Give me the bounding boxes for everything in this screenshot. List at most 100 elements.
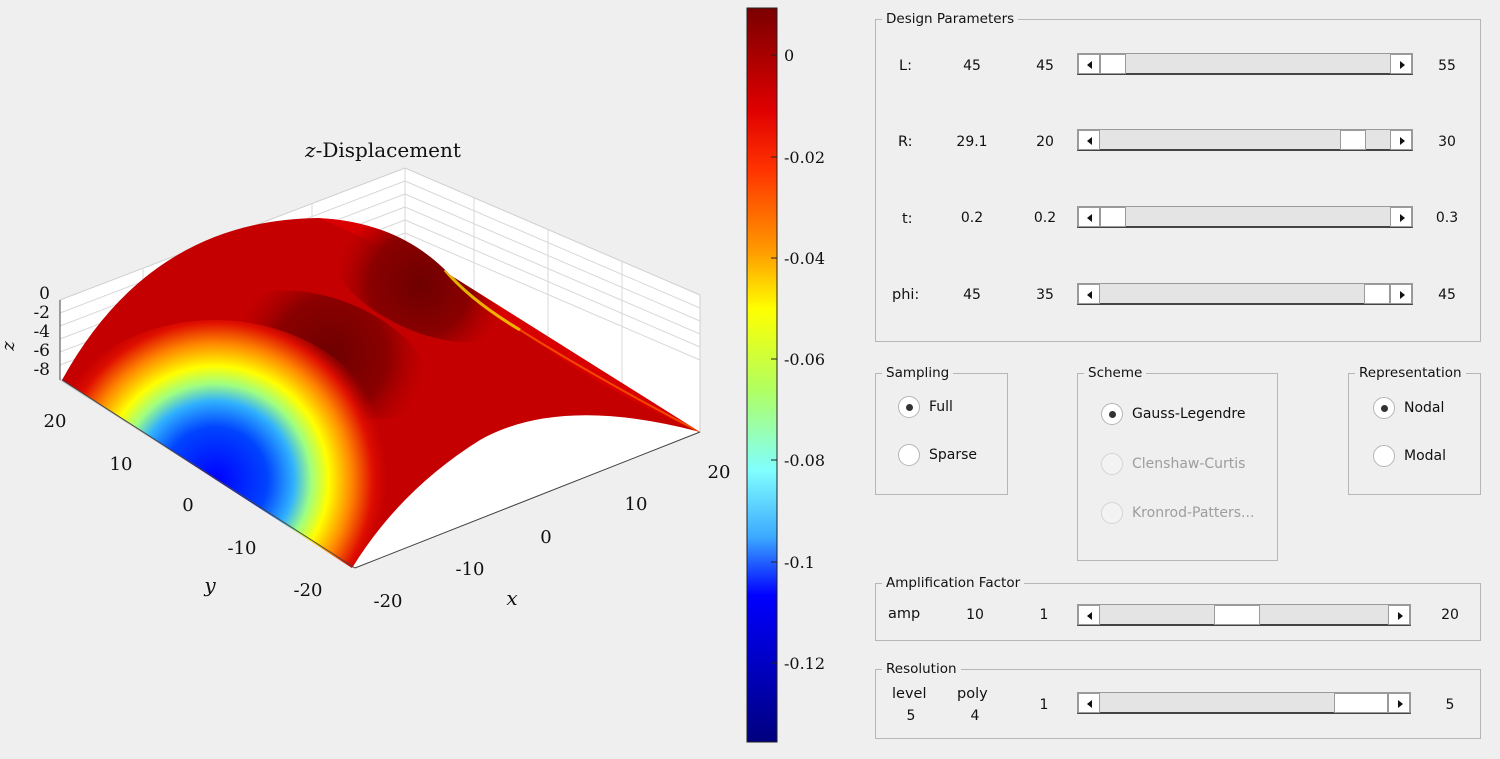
radio-nodal[interactable]: Nodal [1373,397,1444,419]
param-max-t: 0.3 [1435,210,1459,226]
param-label-phi: phi: [892,287,920,303]
radio-label: Kronrod-Patters... [1132,505,1255,521]
resolution-min: 1 [1039,697,1049,713]
arrow-left-icon[interactable] [1078,693,1100,713]
design-parameters-panel: Design Parameters [875,11,1481,342]
panel-title: Sampling [882,365,954,382]
arrow-right-icon[interactable] [1390,207,1412,227]
z-tick: 0 [39,284,50,304]
y-tick: -10 [228,538,257,559]
radio-unselected-icon [1101,502,1123,524]
slider-L[interactable] [1077,53,1413,75]
radio-label: Full [929,399,953,415]
resolution-panel: Resolution [875,661,1481,739]
slider-phi[interactable] [1077,283,1413,305]
level-label: level [892,686,927,702]
x-tick: 10 [625,494,648,515]
arrow-right-icon[interactable] [1390,284,1412,304]
resolution-max: 5 [1445,697,1455,713]
colorbar-tick: 0 [784,46,794,65]
arrow-left-icon[interactable] [1078,284,1100,304]
scheme-panel: Scheme [1077,365,1278,561]
amp-value: 10 [966,607,984,623]
radio-selected-icon[interactable] [898,396,920,418]
param-min-L: 45 [1036,58,1054,74]
radio-unselected-icon[interactable] [1373,445,1395,467]
param-label-t: t: [902,211,913,227]
slider-thumb[interactable] [1334,693,1388,713]
radio-sparse[interactable]: Sparse [898,444,977,466]
amp-max: 20 [1441,607,1459,623]
slider-thumb[interactable] [1213,605,1260,625]
arrow-right-icon[interactable] [1390,54,1412,74]
level-value: 5 [906,708,916,724]
param-value-R: 29.1 [956,134,988,150]
radio-unselected-icon [1101,453,1123,475]
param-value-L: 45 [963,58,981,74]
x-axis-ticks: -20 -10 0 10 20 [374,462,731,612]
radio-selected-icon[interactable] [1101,403,1123,425]
colorbar [746,7,778,743]
radio-label: Modal [1404,448,1446,464]
sampling-panel: Sampling [875,365,1008,495]
colorbar-ticks: 0 -0.02 -0.04 -0.06 -0.08 -0.1 -0.12 [784,46,825,673]
surface-plot[interactable]: z-Displacement 0 -2 -4 -6 -8 z 20 10 0 -… [0,0,840,759]
amp-label: amp [888,606,921,622]
radio-full[interactable]: Full [898,396,953,418]
colorbar-tick: -0.08 [784,451,825,470]
representation-panel: Representation [1348,365,1481,495]
y-axis-label: y [203,573,216,597]
arrow-right-icon[interactable] [1388,693,1410,713]
x-tick: 20 [708,462,731,483]
poly-label: poly [957,686,988,702]
radio-label: Clenshaw-Curtis [1132,456,1246,472]
slider-thumb[interactable] [1100,54,1126,74]
arrow-left-icon[interactable] [1078,130,1100,150]
z-tick: -4 [33,322,50,342]
x-tick: -20 [374,591,403,612]
param-max-phi: 45 [1438,287,1456,303]
x-axis-label: x [506,586,517,610]
arrow-right-icon[interactable] [1390,130,1412,150]
slider-thumb[interactable] [1364,284,1390,304]
arrow-right-icon[interactable] [1388,605,1410,625]
z-tick: -2 [33,303,50,323]
radio-gauss-legendre[interactable]: Gauss-Legendre [1101,403,1245,425]
param-min-t: 0.2 [1033,210,1057,226]
panel-title: Amplification Factor [882,575,1025,592]
z-axis-label: z [0,341,19,352]
panel-title: Design Parameters [882,11,1019,28]
param-min-phi: 35 [1036,287,1054,303]
radio-label: Sparse [929,447,978,463]
radio-label: Nodal [1404,400,1445,416]
poly-value: 4 [970,708,980,724]
slider-thumb[interactable] [1100,207,1126,227]
panel-title: Scheme [1084,365,1147,382]
slider-resolution[interactable] [1077,692,1411,714]
panel-title: Resolution [882,661,961,678]
slider-thumb[interactable] [1340,130,1367,150]
radio-modal[interactable]: Modal [1373,445,1446,467]
param-label-R: R: [898,134,913,150]
slider-amp[interactable] [1077,604,1411,626]
param-max-L: 55 [1438,58,1456,74]
slider-t[interactable] [1077,206,1413,228]
panel-title: Representation [1355,365,1466,382]
param-label-L: L: [899,58,912,74]
radio-selected-icon[interactable] [1373,397,1395,419]
y-axis-ticks: 20 10 0 -10 -20 [44,411,323,601]
radio-label: Gauss-Legendre [1132,406,1246,422]
param-value-t: 0.2 [960,210,984,226]
colorbar-tick: -0.02 [784,148,825,167]
amp-min: 1 [1039,607,1049,623]
x-tick: 0 [540,527,551,548]
arrow-left-icon[interactable] [1078,605,1100,625]
arrow-left-icon[interactable] [1078,54,1100,74]
arrow-left-icon[interactable] [1078,207,1100,227]
radio-unselected-icon[interactable] [898,444,920,466]
slider-R[interactable] [1077,129,1413,151]
colorbar-tick: -0.06 [784,350,825,369]
plot-title: z-Displacement [304,138,461,162]
colorbar-tick: -0.12 [784,654,825,673]
z-tick: -6 [33,341,50,361]
